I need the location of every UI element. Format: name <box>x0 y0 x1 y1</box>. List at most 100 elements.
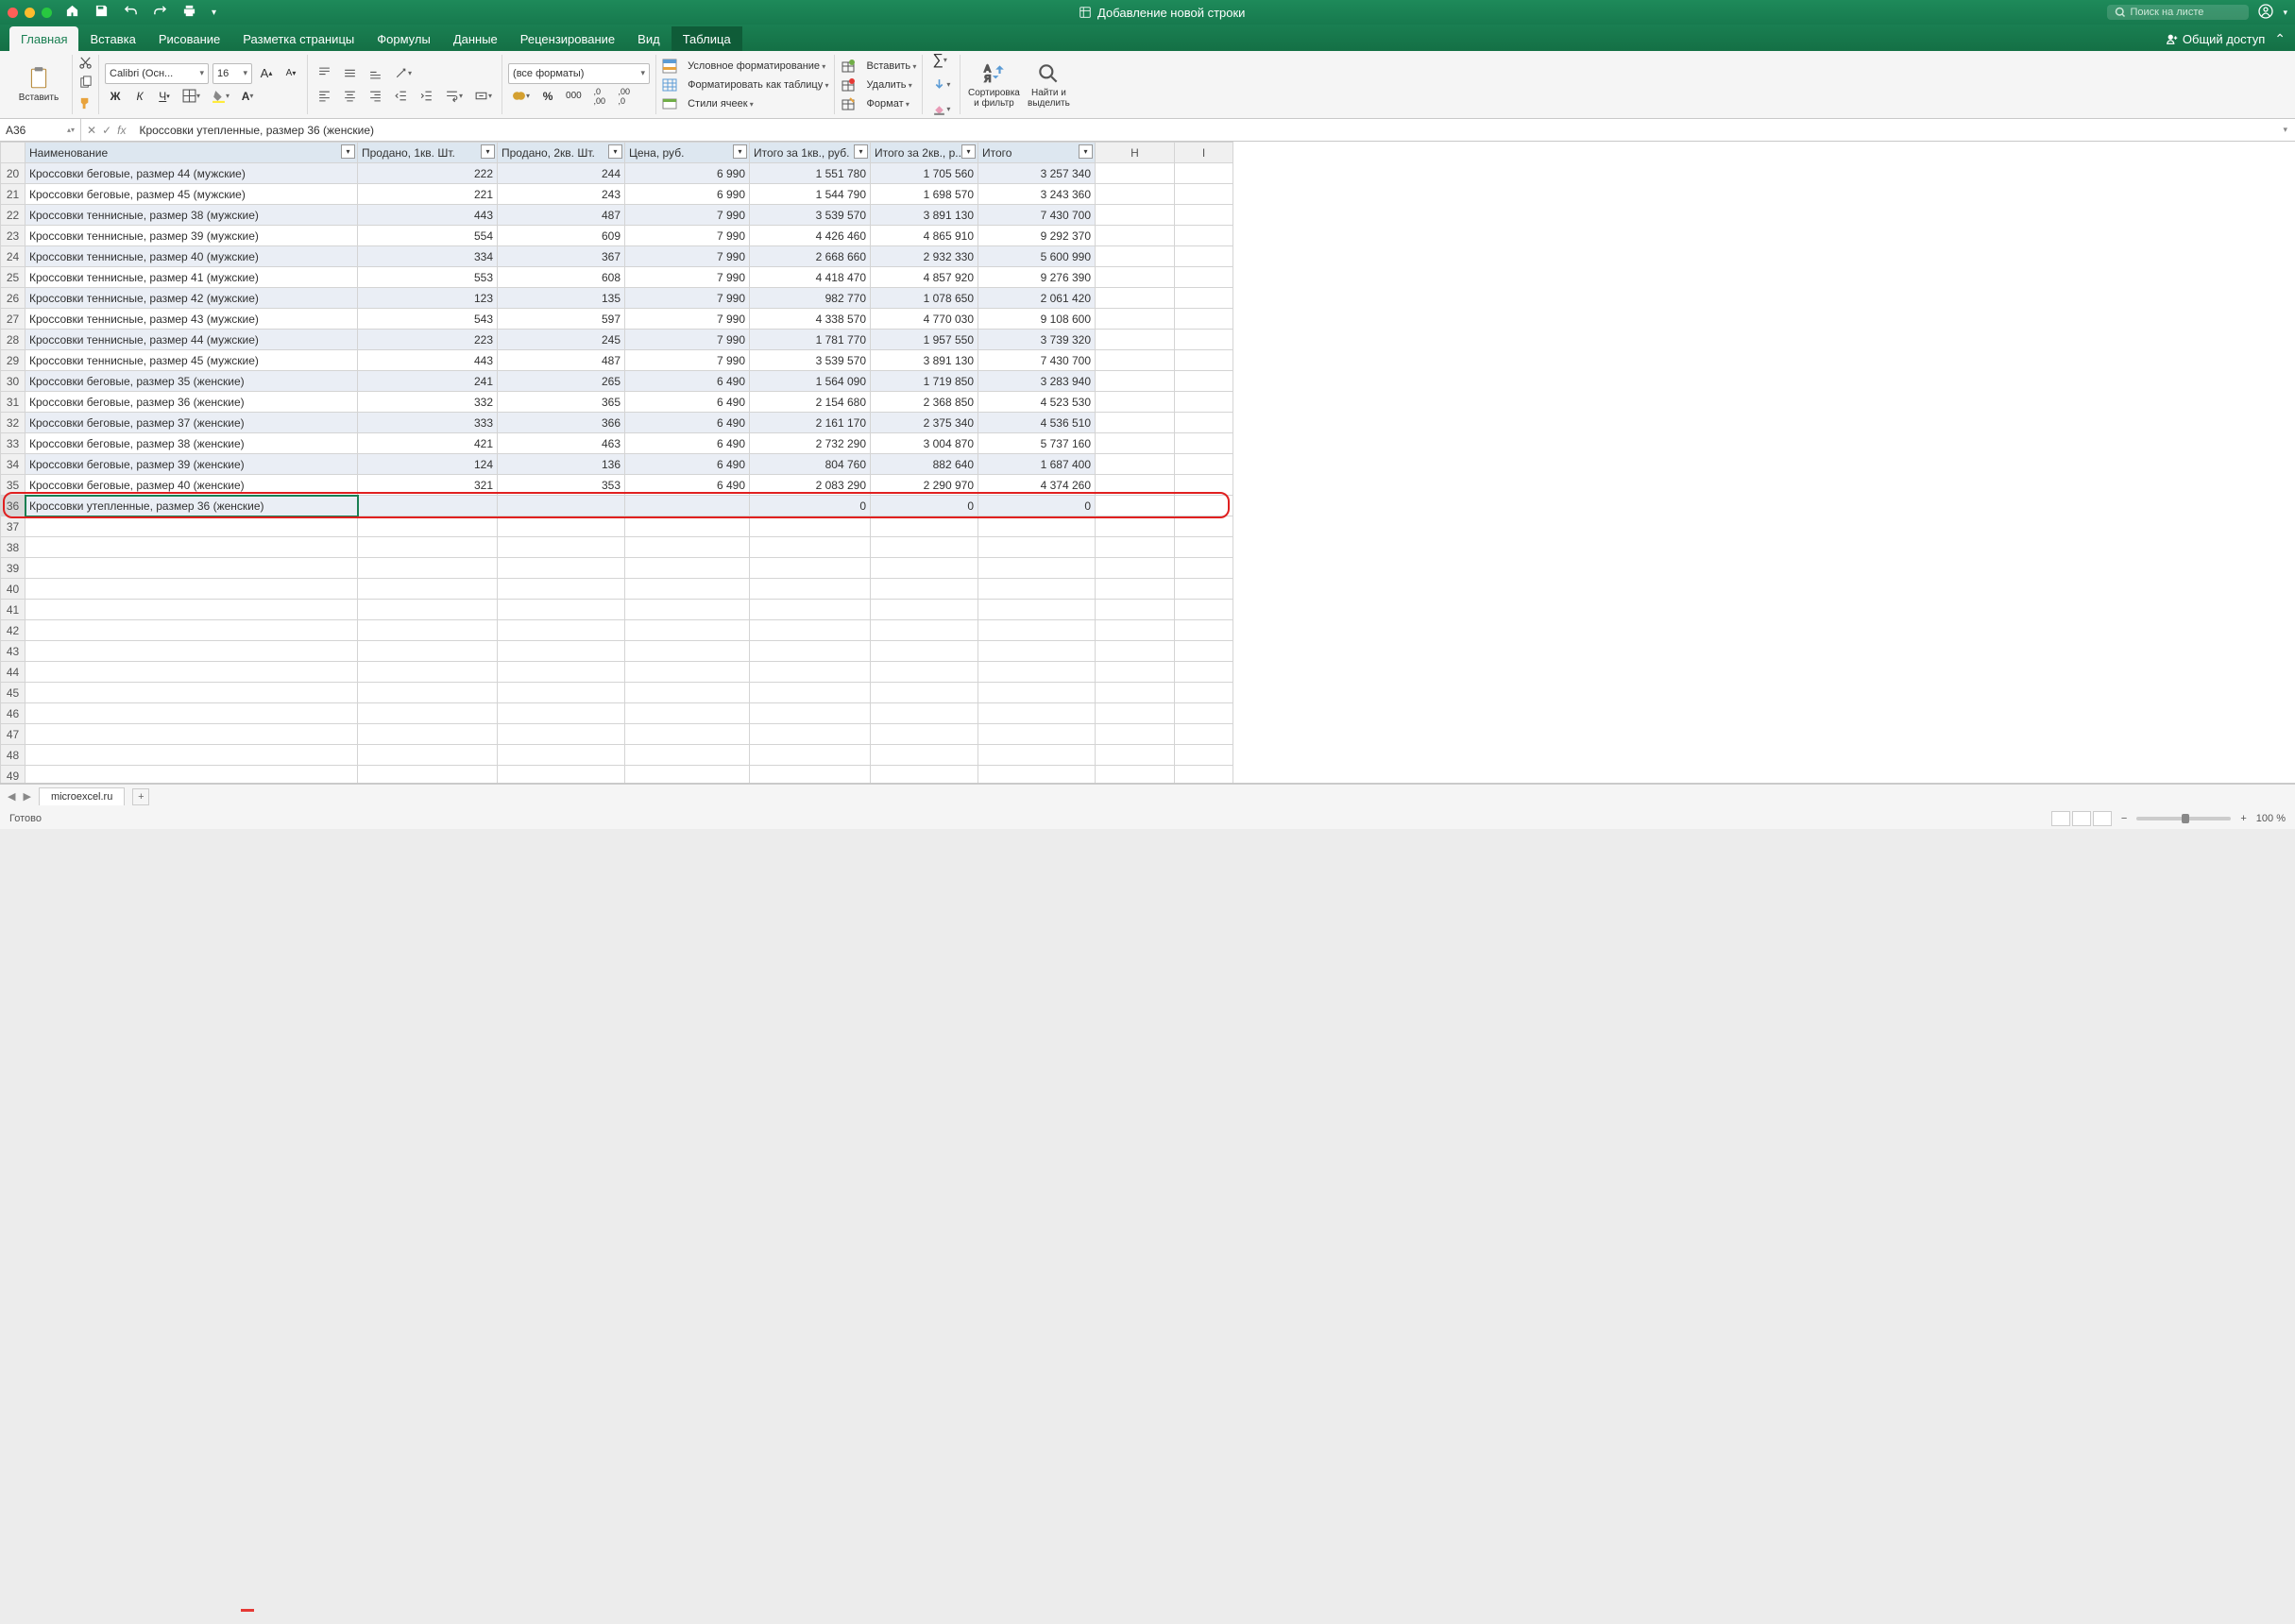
cell[interactable] <box>625 620 750 641</box>
row-header[interactable]: 35 <box>1 475 26 496</box>
underline-button[interactable]: Ч▾ <box>154 86 175 107</box>
fill-color-button[interactable] <box>208 86 233 107</box>
filter-icon[interactable]: ▾ <box>608 144 622 159</box>
row-header[interactable]: 34 <box>1 454 26 475</box>
row-header[interactable]: 40 <box>1 579 26 600</box>
cell[interactable]: 443 <box>358 350 498 371</box>
cell[interactable]: Кроссовки беговые, размер 45 (мужские) <box>26 184 358 205</box>
table-header[interactable]: Итого за 1кв., руб.▾ <box>750 143 871 163</box>
cell[interactable]: Кроссовки беговые, размер 35 (женские) <box>26 371 358 392</box>
find-select-button[interactable]: Найти и выделить <box>1021 61 1076 109</box>
cell[interactable] <box>625 600 750 620</box>
align-middle-icon[interactable] <box>339 63 361 84</box>
view-buttons[interactable] <box>2051 811 2112 826</box>
cell[interactable] <box>1096 205 1175 226</box>
cell[interactable] <box>26 537 358 558</box>
cell[interactable]: 7 990 <box>625 226 750 246</box>
cell[interactable]: 6 490 <box>625 475 750 496</box>
cell[interactable] <box>26 766 358 785</box>
row-header[interactable]: 22 <box>1 205 26 226</box>
cell[interactable]: 4 418 470 <box>750 267 871 288</box>
filter-icon[interactable]: ▾ <box>481 144 495 159</box>
cell[interactable] <box>1175 226 1233 246</box>
cell[interactable] <box>625 683 750 703</box>
row-header[interactable]: 32 <box>1 413 26 433</box>
cell[interactable] <box>871 683 978 703</box>
cell[interactable] <box>1175 309 1233 330</box>
share-button[interactable]: Общий доступ <box>2166 32 2265 46</box>
cell[interactable]: Кроссовки беговые, размер 37 (женские) <box>26 413 358 433</box>
cell[interactable] <box>1175 246 1233 267</box>
zoom-out-icon[interactable]: − <box>2121 813 2127 824</box>
cell[interactable]: 4 338 570 <box>750 309 871 330</box>
cell[interactable] <box>978 703 1096 724</box>
row-header[interactable]: 28 <box>1 330 26 350</box>
row-header[interactable]: 26 <box>1 288 26 309</box>
cell[interactable] <box>358 703 498 724</box>
cell[interactable] <box>1096 703 1175 724</box>
cell[interactable]: 543 <box>358 309 498 330</box>
copy-icon[interactable] <box>78 76 93 93</box>
cell[interactable] <box>871 641 978 662</box>
cell[interactable]: Кроссовки теннисные, размер 45 (мужские) <box>26 350 358 371</box>
cell[interactable] <box>1096 454 1175 475</box>
cell[interactable] <box>1096 433 1175 454</box>
cell[interactable] <box>625 724 750 745</box>
cell[interactable] <box>358 662 498 683</box>
increase-font-icon[interactable]: A▴ <box>256 63 277 84</box>
format-painter-icon[interactable] <box>78 96 93 113</box>
cell[interactable] <box>1175 683 1233 703</box>
cell[interactable] <box>1096 267 1175 288</box>
cell[interactable]: 1 705 560 <box>871 163 978 184</box>
cell[interactable] <box>871 703 978 724</box>
cell[interactable] <box>1175 475 1233 496</box>
cell[interactable]: 553 <box>358 267 498 288</box>
cell[interactable] <box>1175 288 1233 309</box>
row-header[interactable]: 46 <box>1 703 26 724</box>
ribbon-tab-2[interactable]: Рисование <box>147 26 231 51</box>
cell[interactable]: 221 <box>358 184 498 205</box>
cell[interactable]: 2 668 660 <box>750 246 871 267</box>
cell[interactable]: 353 <box>498 475 625 496</box>
cell[interactable]: Кроссовки беговые, размер 36 (женские) <box>26 392 358 413</box>
cell[interactable]: 3 257 340 <box>978 163 1096 184</box>
cell[interactable] <box>1096 620 1175 641</box>
cell[interactable]: 123 <box>358 288 498 309</box>
cell[interactable]: 3 739 320 <box>978 330 1096 350</box>
cell[interactable] <box>1096 350 1175 371</box>
cell[interactable] <box>358 641 498 662</box>
cell[interactable]: 804 760 <box>750 454 871 475</box>
cell[interactable] <box>978 766 1096 785</box>
save-icon[interactable] <box>94 4 109 21</box>
cell[interactable] <box>498 703 625 724</box>
cell[interactable] <box>1175 600 1233 620</box>
cell[interactable] <box>498 683 625 703</box>
align-right-icon[interactable] <box>365 86 386 107</box>
cell[interactable]: 367 <box>498 246 625 267</box>
decrease-font-icon[interactable]: A▾ <box>280 63 301 84</box>
cell[interactable] <box>750 703 871 724</box>
cell[interactable] <box>1096 184 1175 205</box>
cell[interactable] <box>1175 641 1233 662</box>
add-sheet-button[interactable]: + <box>132 788 149 805</box>
cell[interactable] <box>625 703 750 724</box>
row-header[interactable]: 39 <box>1 558 26 579</box>
cell[interactable]: 332 <box>358 392 498 413</box>
fx-icon[interactable]: fx <box>117 124 126 137</box>
ribbon-tab-4[interactable]: Формулы <box>366 26 442 51</box>
cell[interactable]: 9 292 370 <box>978 226 1096 246</box>
cell[interactable] <box>358 620 498 641</box>
cell[interactable]: 3 539 570 <box>750 205 871 226</box>
cell[interactable] <box>26 662 358 683</box>
comma-icon[interactable]: 000 <box>562 86 586 107</box>
cancel-formula-icon[interactable]: ✕ <box>87 124 96 137</box>
cell[interactable] <box>498 496 625 516</box>
increase-indent-icon[interactable] <box>416 86 437 107</box>
cell[interactable] <box>1175 496 1233 516</box>
cell[interactable] <box>358 766 498 785</box>
row-header[interactable]: 23 <box>1 226 26 246</box>
cell[interactable] <box>1175 205 1233 226</box>
filter-icon[interactable]: ▾ <box>854 144 868 159</box>
cell[interactable]: 4 857 920 <box>871 267 978 288</box>
cell[interactable]: 222 <box>358 163 498 184</box>
